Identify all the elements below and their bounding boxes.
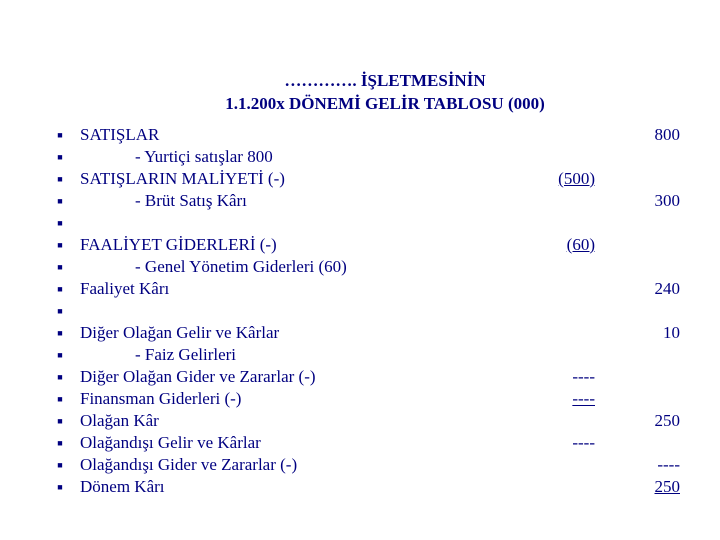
row-label: Olağandışı Gider ve Zararlar (-)	[80, 454, 510, 476]
bullet-icon: ■	[40, 190, 80, 212]
row-label: Faaliyet Kârı	[80, 278, 510, 300]
row-col1: ----	[510, 366, 595, 388]
bullet-icon: ■	[40, 322, 80, 344]
row-col2: ----	[595, 454, 680, 476]
row-col2: 250	[595, 410, 680, 432]
table-row: ■	[40, 300, 680, 322]
title-block: …………. İŞLETMESİNİN 1.1.200x DÖNEMİ GELİR…	[90, 70, 680, 116]
title-line-2: 1.1.200x DÖNEMİ GELİR TABLOSU (000)	[90, 93, 680, 116]
row-col1: ----	[510, 388, 595, 410]
row-label: Diğer Olağan Gider ve Zararlar (-)	[80, 366, 510, 388]
table-row: ■Finansman Giderleri (-)----	[40, 388, 680, 410]
row-col2: 240	[595, 278, 680, 300]
bullet-icon: ■	[40, 168, 80, 190]
row-label: Diğer Olağan Gelir ve Kârlar	[80, 322, 510, 344]
bullet-icon: ■	[40, 278, 80, 300]
row-col2: 300	[595, 190, 680, 212]
row-label: Olağandışı Gelir ve Kârlar	[80, 432, 510, 454]
row-label: - Faiz Gelirleri	[80, 344, 510, 366]
title-line-1: …………. İŞLETMESİNİN	[90, 70, 680, 93]
table-row: ■FAALİYET GİDERLERİ (-)(60)	[40, 234, 680, 256]
table-row: ■Diğer Olağan Gider ve Zararlar (-)----	[40, 366, 680, 388]
bullet-icon: ■	[40, 476, 80, 498]
bullet-icon: ■	[40, 146, 80, 168]
row-col1: (60)	[510, 234, 595, 256]
table-row: ■Olağan Kâr 250	[40, 410, 680, 432]
row-col2: 250	[595, 476, 680, 498]
table-row: ■- Faiz Gelirleri	[40, 344, 680, 366]
table-row: ■Faaliyet Kârı 240	[40, 278, 680, 300]
row-col2: 800	[595, 124, 680, 146]
bullet-icon: ■	[40, 388, 80, 410]
bullet-icon: ■	[40, 454, 80, 476]
row-label: Dönem Kârı	[80, 476, 510, 498]
row-label: Finansman Giderleri (-)	[80, 388, 510, 410]
bullet-icon: ■	[40, 124, 80, 146]
bullet-icon: ■	[40, 410, 80, 432]
row-col1: ----	[510, 432, 595, 454]
table-row: ■- Yurtiçi satışlar 800	[40, 146, 680, 168]
table-row: ■Dönem Kârı 250	[40, 476, 680, 498]
table-row: ■SATIŞLAR 800	[40, 124, 680, 146]
bullet-icon: ■	[40, 300, 80, 322]
table-row: ■- Genel Yönetim Giderleri (60)	[40, 256, 680, 278]
table-row: ■	[40, 212, 680, 234]
bullet-icon: ■	[40, 366, 80, 388]
row-label: - Brüt Satış Kârı	[80, 190, 510, 212]
bullet-icon: ■	[40, 212, 80, 234]
bullet-icon: ■	[40, 432, 80, 454]
bullet-icon: ■	[40, 344, 80, 366]
bullet-icon: ■	[40, 256, 80, 278]
table-row: ■- Brüt Satış Kârı 300	[40, 190, 680, 212]
table-row: ■Olağandışı Gider ve Zararlar (-) ----	[40, 454, 680, 476]
row-col1: (500)	[510, 168, 595, 190]
table-row: ■Diğer Olağan Gelir ve Kârlar 10	[40, 322, 680, 344]
income-table: ■SATIŞLAR800■- Yurtiçi satışlar 800■SATI…	[40, 124, 680, 498]
row-label: - Genel Yönetim Giderleri (60)	[80, 256, 510, 278]
row-label: Olağan Kâr	[80, 410, 510, 432]
bullet-icon: ■	[40, 234, 80, 256]
row-label: SATIŞLARIN MALİYETİ (-)	[80, 168, 510, 190]
table-row: ■Olağandışı Gelir ve Kârlar----	[40, 432, 680, 454]
row-col2: 10	[595, 322, 680, 344]
row-label: SATIŞLAR	[80, 124, 510, 146]
row-label: - Yurtiçi satışlar 800	[80, 146, 510, 168]
table-row: ■SATIŞLARIN MALİYETİ (-)(500)	[40, 168, 680, 190]
row-label: FAALİYET GİDERLERİ (-)	[80, 234, 510, 256]
